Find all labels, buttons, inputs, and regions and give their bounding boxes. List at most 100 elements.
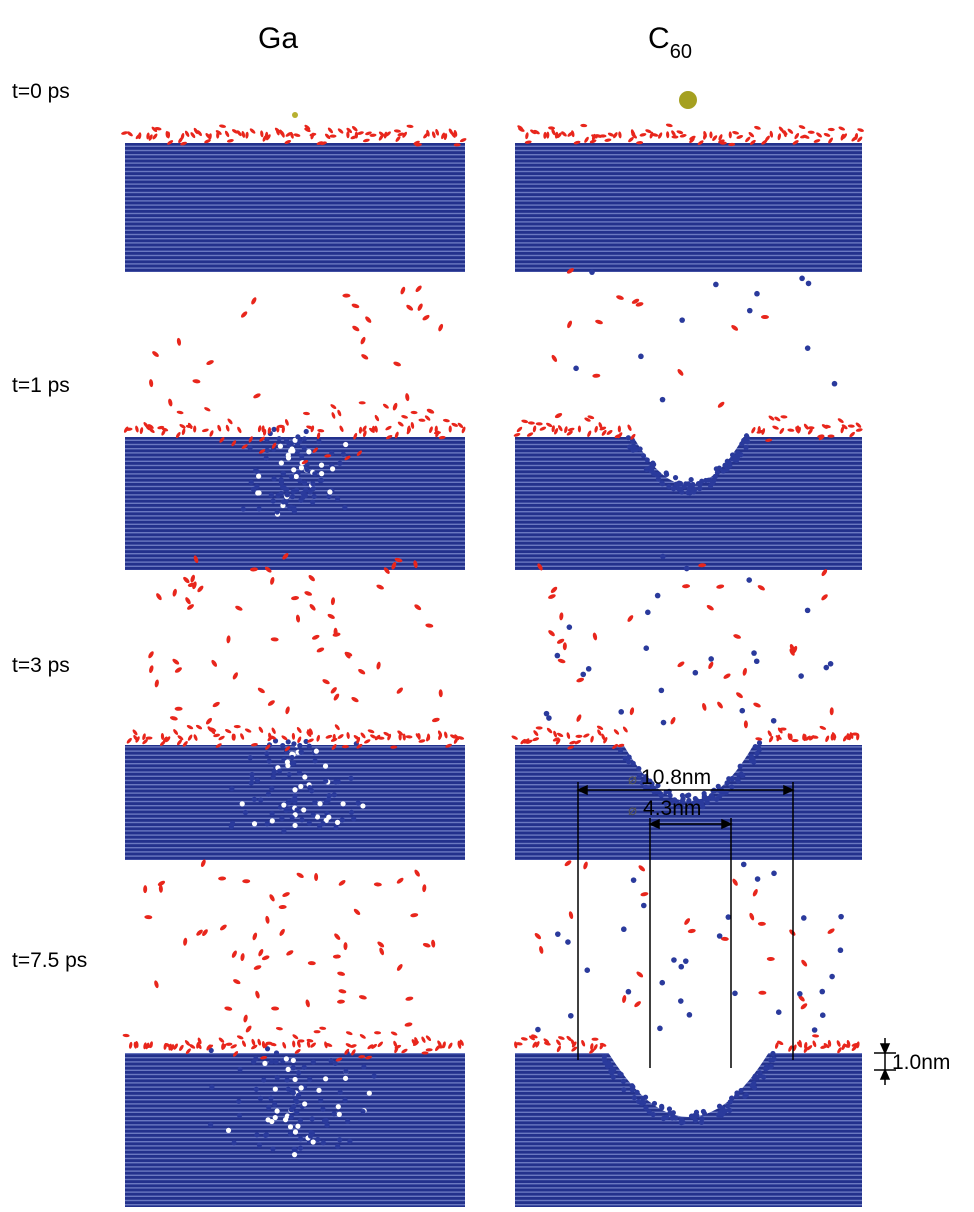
ejected-atom — [404, 1022, 413, 1027]
surface-atom — [195, 724, 203, 730]
atom — [306, 743, 312, 749]
ejected-atom — [625, 988, 632, 995]
surface-atom — [666, 131, 670, 139]
atom — [283, 487, 290, 493]
surface-atom — [186, 725, 194, 730]
surface-atom — [377, 1041, 383, 1048]
atom — [750, 1082, 756, 1088]
surface-atom — [325, 1042, 333, 1047]
ejected-atom — [168, 398, 173, 407]
surface-atom — [843, 1043, 850, 1048]
surface-atom — [520, 1037, 528, 1041]
surface-atom — [803, 1046, 808, 1053]
ejected-atom — [253, 393, 261, 399]
surface-atom — [433, 431, 441, 435]
atom — [744, 439, 751, 445]
ejected-atom — [154, 980, 159, 989]
surface-atom — [237, 426, 242, 434]
ejected-atom — [576, 714, 582, 722]
ejected-atom — [749, 912, 755, 921]
ejected-atom — [343, 942, 348, 951]
atom — [321, 1118, 328, 1124]
atom — [249, 775, 255, 781]
surface-atom — [296, 726, 302, 734]
ejected-atom — [193, 555, 199, 564]
surface-atom — [185, 424, 193, 429]
atom — [271, 476, 277, 482]
atom — [295, 1070, 302, 1076]
surface-atom — [658, 132, 663, 139]
surface-atom — [167, 140, 174, 145]
surface-atom — [836, 1040, 841, 1047]
atom — [698, 1119, 705, 1126]
surface-atom — [599, 1042, 607, 1047]
atom — [297, 1136, 304, 1142]
surface-atom — [297, 736, 302, 743]
atom — [272, 1114, 278, 1121]
ejected-atom — [270, 637, 279, 642]
surface-atom — [627, 424, 632, 431]
ejected-atom — [190, 574, 195, 583]
surface-atom — [406, 425, 411, 433]
ejected-atom — [233, 979, 241, 985]
atom — [703, 477, 709, 484]
ejected-atom — [405, 996, 414, 1001]
ejected-atom — [376, 584, 384, 590]
surface-atom — [671, 130, 676, 137]
atom — [727, 1107, 733, 1114]
ejected-atom — [827, 928, 835, 934]
surface-atom — [709, 131, 713, 139]
ejected-atom — [580, 671, 587, 678]
atom — [643, 1105, 649, 1111]
surface-atom — [382, 403, 389, 409]
atom — [254, 777, 261, 784]
surface-atom — [811, 735, 819, 739]
surface-atom — [426, 733, 431, 741]
atom — [688, 804, 694, 810]
surface-atom — [755, 737, 763, 741]
surface-atom — [369, 133, 377, 137]
surface-atom — [513, 433, 521, 437]
surface-atom — [193, 425, 197, 433]
surface-atom — [567, 131, 574, 137]
annotation: ⌀ 4.3nm — [628, 797, 701, 820]
atom — [269, 785, 275, 791]
atom — [264, 447, 270, 453]
atom — [292, 798, 298, 804]
ejected-atom — [261, 955, 270, 961]
atom — [301, 1064, 307, 1070]
atom — [342, 1097, 348, 1103]
surface-atom — [209, 430, 214, 437]
ejected-atom — [757, 921, 766, 926]
surface-atom — [837, 418, 844, 424]
ejected-atom — [717, 401, 725, 408]
surface-atom — [761, 428, 766, 435]
surface-atom — [331, 412, 336, 419]
surface-atom — [450, 131, 456, 138]
atom — [621, 1087, 627, 1093]
ejected-atom — [414, 604, 422, 611]
surface-atom — [290, 131, 294, 139]
atom — [247, 445, 253, 451]
ejected-atom — [797, 991, 803, 997]
surface-atom — [337, 128, 344, 134]
surface-atom — [180, 132, 185, 140]
surface-atom — [628, 137, 634, 143]
atom — [714, 469, 721, 476]
atom — [307, 489, 313, 495]
surface-atom — [532, 1041, 537, 1048]
atom — [732, 454, 738, 460]
ejected-atom — [706, 604, 714, 611]
surface-atom — [394, 431, 399, 439]
surface-atom — [353, 735, 360, 741]
surface-atom — [213, 733, 221, 738]
atom — [209, 1084, 215, 1090]
surface-atom — [282, 1041, 287, 1049]
atom — [643, 466, 650, 473]
atom — [601, 1054, 608, 1060]
surface-atom — [142, 733, 146, 741]
ejected-atom — [308, 575, 315, 582]
ejected-atom — [659, 979, 666, 986]
surface-atom — [857, 136, 863, 143]
atom — [248, 479, 254, 485]
